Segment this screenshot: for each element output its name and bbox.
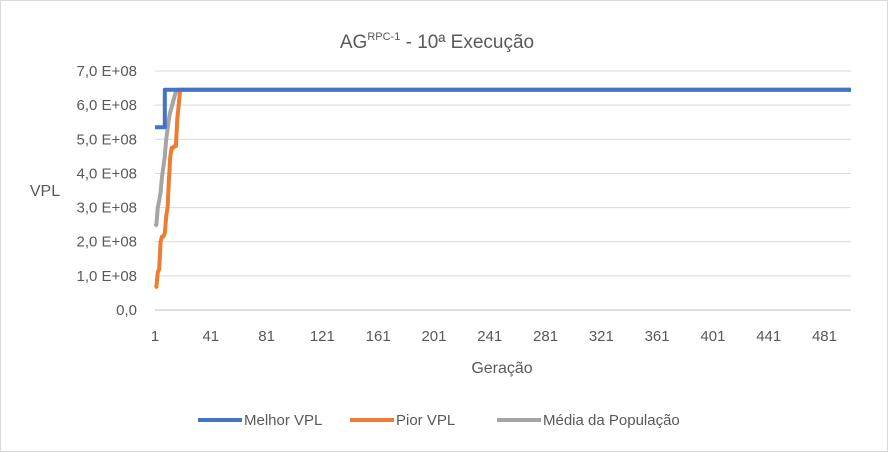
x-tick-label: 1 [151,328,159,345]
x-tick-label: 321 [589,328,614,345]
chart-title-suffix: - 10ª Execução [400,32,534,53]
y-tick-label: 4,0 E+08 [77,165,137,182]
y-tick-label: 2,0 E+08 [77,234,137,251]
y-tick-label: 5,0 E+08 [77,131,137,148]
legend-label: Média da População [543,412,680,429]
legend-item: Pior VPL [350,412,455,429]
y-tick-label: 3,0 E+08 [77,200,137,217]
gridlines [155,70,851,311]
x-tick-label: 481 [812,328,837,345]
legend: Melhor VPL Pior VPL Média da População [198,412,680,429]
chart-title-superscript: RPC-1 [367,31,400,43]
x-tick-label: 361 [645,328,670,345]
chart-title-main: AG [340,32,367,53]
x-tick-label: 161 [366,328,391,345]
legend-label: Melhor VPL [244,412,322,429]
y-tick-label: 0,0 [116,302,137,319]
chart-title: AGRPC-1 - 10ª Execução [340,31,534,53]
x-tick-label: 121 [310,328,335,345]
legend-item: Melhor VPL [198,412,322,429]
x-tick-label: 81 [258,328,275,345]
x-axis-ticks: 1 41 81 121 161 201 241 281 321 361 401 441 481 [151,328,837,345]
y-tick-label: 6,0 E+08 [77,97,137,114]
x-tick-label: 441 [756,328,781,345]
series-line-1 [155,87,851,130]
y-axis-title: VPL [30,183,60,200]
series-line-3 [153,87,851,228]
x-tick-label: 401 [700,328,725,345]
y-axis-ticks: 0,0 1,0 E+08 2,0 E+08 3,0 E+08 4,0 E+08 5,0 E… [77,63,137,319]
x-tick-label: 41 [202,328,219,345]
x-tick-label: 241 [477,328,502,345]
series-lines [153,87,851,290]
y-tick-label: 7,0 E+08 [77,63,137,80]
x-tick-label: 281 [533,328,558,345]
legend-item: Média da População [497,412,680,429]
x-axis-title: Geração [471,360,532,377]
legend-label: Pior VPL [396,412,455,429]
y-tick-label: 1,0 E+08 [77,268,137,285]
x-tick-label: 201 [421,328,446,345]
series-line-2 [153,87,851,290]
